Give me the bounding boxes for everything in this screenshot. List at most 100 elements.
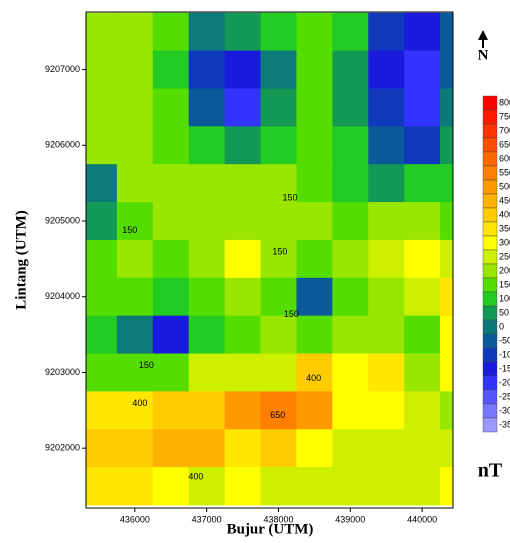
contour-cell [152, 12, 190, 52]
contour-cell [188, 164, 226, 203]
contour-cell [224, 126, 262, 165]
colorbar-tick-label: 700 [499, 125, 510, 135]
contour-cell [404, 467, 441, 506]
contour-cell [224, 164, 262, 203]
colorbar-swatch [482, 403, 498, 419]
contour-cell [224, 429, 262, 468]
contour-cell [296, 202, 333, 241]
contour-cell [332, 467, 369, 506]
colorbar-tick-label: -150 [499, 363, 510, 373]
contour-cell [116, 202, 154, 241]
contour-cell [440, 429, 453, 468]
contour-cell [296, 277, 333, 317]
colorbar-swatch [482, 221, 498, 237]
colorbar-swatch [482, 417, 498, 433]
colorbar-swatch [482, 333, 498, 349]
contour-label: 400 [188, 471, 203, 481]
contour-cell [440, 164, 453, 203]
contour-cell [296, 467, 333, 506]
contour-cell [224, 50, 262, 89]
contour-cell [188, 277, 226, 317]
contour-cell [404, 164, 441, 203]
contour-cell [332, 164, 369, 203]
contour-label: 150 [139, 360, 154, 370]
contour-cell [224, 239, 262, 279]
colorbar-tick-label: -350 [499, 419, 510, 429]
contour-cell [224, 202, 262, 241]
contour-cell [404, 88, 441, 127]
contour-cell [224, 88, 262, 127]
contour-cell [368, 239, 405, 279]
colorbar-tick-label: 0 [499, 321, 504, 331]
colorbar-swatch [482, 249, 498, 265]
contour-cell [188, 353, 226, 392]
contour-cell [296, 164, 333, 203]
contour-cell [368, 429, 405, 468]
contour-cell [404, 239, 441, 279]
contour-cell [332, 88, 369, 127]
contour-label: 400 [132, 398, 147, 408]
contour-cell [440, 391, 453, 430]
contour-cell [296, 353, 333, 392]
contour-cell [332, 12, 369, 52]
y-tick-label: 9203000 [45, 367, 80, 377]
contour-cell [404, 202, 441, 241]
contour-cell [152, 202, 190, 241]
colorbar-tick-label: 750 [499, 111, 510, 121]
contour-cell [404, 315, 441, 355]
contour-cell [296, 12, 333, 52]
contour-cell [116, 164, 154, 203]
contour-cell [440, 315, 453, 355]
contour-cell [440, 88, 453, 127]
y-tick-label: 9204000 [45, 291, 80, 301]
colorbar-swatch [482, 291, 498, 307]
contour-cell [116, 50, 154, 89]
contour-cell [188, 467, 226, 506]
contour-cell [260, 12, 297, 52]
contour-cell [296, 50, 333, 89]
contour-cell [86, 126, 118, 165]
colorbar-tick-label: 300 [499, 237, 510, 247]
contour-cell [152, 164, 190, 203]
contour-cell [368, 126, 405, 165]
contour-cell [260, 353, 297, 392]
contour-cell [86, 467, 118, 506]
contour-cell [296, 391, 333, 430]
contour-cell [152, 88, 190, 127]
north-arrow [478, 30, 488, 48]
contour-cell [260, 467, 297, 506]
contour-cell [332, 202, 369, 241]
colorbar-tick-label: -50 [499, 335, 510, 345]
colorbar-label: nT [478, 460, 503, 482]
colorbar-tick-label: 150 [499, 279, 510, 289]
colorbar-swatch [482, 95, 498, 111]
contour-cell [116, 277, 154, 317]
contour-cell [152, 315, 190, 355]
colorbar-tick-label: -300 [499, 405, 510, 415]
contour-cell [152, 239, 190, 279]
colorbar-swatch [482, 375, 498, 391]
x-tick-label: 436000 [120, 514, 150, 524]
contour-cell [152, 126, 190, 165]
contour-cell [440, 277, 453, 317]
contour-cell [296, 239, 333, 279]
contour-cell [368, 391, 405, 430]
contour-cell [188, 239, 226, 279]
contour-cell [260, 315, 297, 355]
contour-cell [152, 467, 190, 506]
contour-label: 150 [272, 246, 287, 256]
contour-cell [86, 164, 118, 203]
colorbar-tick-label: 200 [499, 265, 510, 275]
colorbar-tick-label: 550 [499, 167, 510, 177]
contour-cell [188, 88, 226, 127]
y-axis-label: Lintang (UTM) [13, 210, 29, 310]
contour-cell [296, 126, 333, 165]
contour-cell [368, 88, 405, 127]
colorbar-swatch [482, 263, 498, 279]
contour-cell [368, 353, 405, 392]
north-label: N [478, 47, 489, 63]
contour-cell [188, 429, 226, 468]
contour-cell [332, 315, 369, 355]
contour-cell [86, 429, 118, 468]
contour-cell [440, 12, 453, 52]
